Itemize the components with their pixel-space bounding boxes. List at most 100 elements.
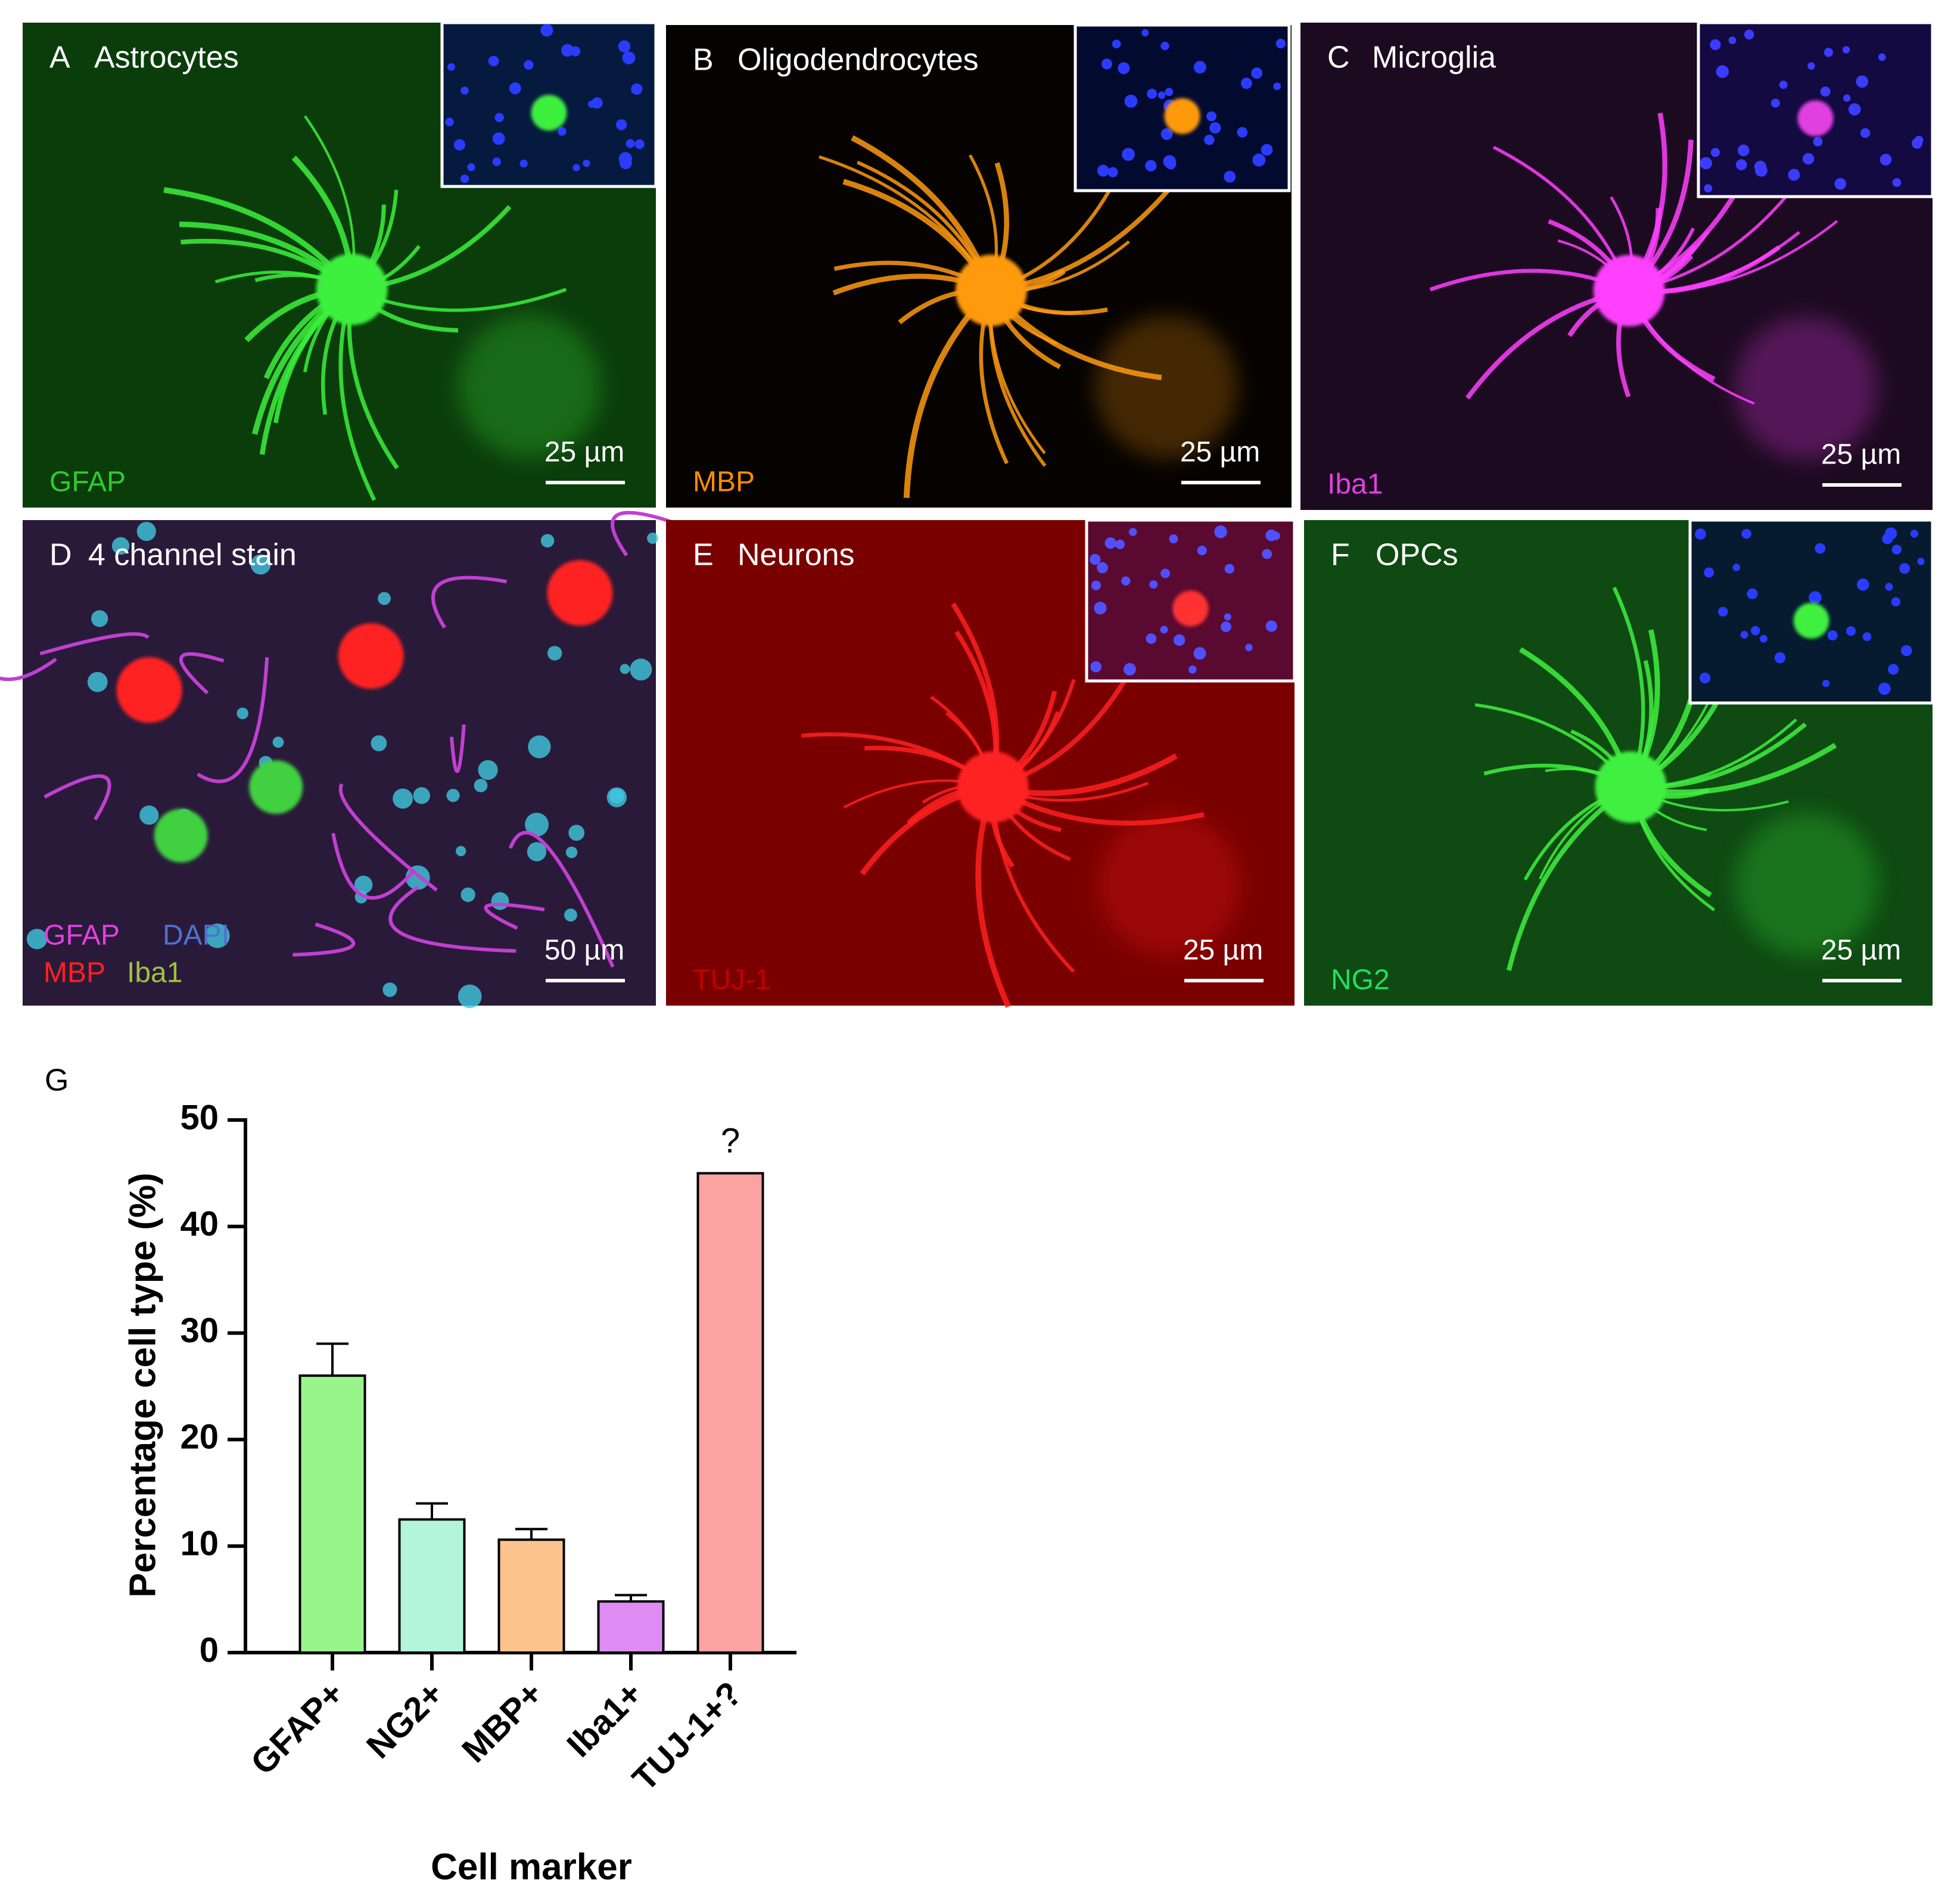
inset-nucleus	[583, 159, 590, 167]
process	[43, 774, 111, 821]
glow	[458, 315, 601, 458]
process	[39, 632, 150, 656]
cell-body	[316, 253, 388, 325]
nucleus	[87, 671, 108, 692]
y-tick-label: 50	[180, 1098, 219, 1137]
inset-nucleus	[1718, 606, 1728, 617]
inset-nucleus	[1160, 128, 1173, 141]
process	[331, 833, 416, 900]
stain-label: NG2	[1331, 965, 1390, 996]
bar	[497, 1538, 565, 1654]
inset-cell	[531, 95, 567, 131]
inset-nucleus	[1917, 558, 1925, 565]
panel-title: Microglia	[1372, 41, 1496, 75]
inset-nucleus	[1165, 158, 1177, 170]
x-tick-label: NG2+	[359, 1674, 451, 1766]
inset-nucleus	[1224, 613, 1231, 621]
cell-body	[1593, 254, 1665, 326]
inset-nucleus	[1770, 98, 1780, 108]
panel-letter: D	[49, 538, 72, 573]
stain-label: TUJ-1	[693, 965, 771, 996]
panel-letter: A	[49, 41, 70, 75]
inset-nucleus	[1716, 65, 1729, 78]
inset-nucleus	[561, 43, 574, 57]
stain-label: DAPI	[163, 920, 229, 951]
panel-letter: F	[1331, 538, 1350, 573]
inset-nucleus	[1197, 545, 1207, 556]
nucleus	[620, 664, 630, 674]
nucleus	[446, 789, 460, 802]
inset-nucleus	[1240, 77, 1252, 89]
glow	[1734, 316, 1878, 460]
inset-nucleus	[524, 60, 534, 70]
inset-nucleus	[1169, 534, 1178, 544]
inset-nucleus	[1878, 682, 1891, 695]
micrograph: C Microglia Iba1 25 µm	[1300, 21, 1934, 510]
stain-label: MBP	[43, 957, 105, 989]
nucleus	[540, 534, 555, 547]
scale-bar-label: 25 µm	[544, 437, 624, 468]
inset-nucleus	[1090, 553, 1101, 565]
nucleus	[528, 735, 551, 758]
cell-body	[154, 808, 208, 863]
stain-label: Iba1	[1327, 469, 1383, 500]
inset-nucleus	[1741, 528, 1751, 539]
inset-nucleus	[1848, 103, 1861, 116]
inset-nucleus	[1188, 665, 1197, 674]
inset-nucleus	[492, 132, 505, 145]
inset-nucleus	[1261, 144, 1273, 156]
inset-nucleus	[1118, 62, 1130, 74]
inset-nucleus	[631, 83, 643, 95]
inset-nucleus	[1744, 29, 1754, 40]
inset-nucleus	[1157, 91, 1166, 99]
nucleus	[527, 842, 547, 861]
inset-nucleus	[1728, 36, 1737, 45]
nucleus	[272, 736, 284, 748]
inset-nucleus	[1094, 602, 1107, 615]
inset-nucleus	[1891, 597, 1901, 606]
stain-label: GFAP	[49, 466, 126, 498]
inset-nucleus	[1856, 75, 1869, 88]
process	[508, 830, 615, 968]
inset-nucleus	[1097, 562, 1108, 574]
inset-nucleus	[1827, 630, 1838, 641]
glow	[1735, 813, 1878, 956]
inset-nucleus	[622, 51, 636, 65]
inset-nucleus	[1900, 645, 1912, 657]
micrograph: E Neurons TUJ-1 25 µm	[666, 518, 1296, 1009]
inset-nucleus	[1251, 67, 1263, 79]
y-tick-label: 30	[180, 1311, 219, 1350]
inset-cell	[1793, 602, 1829, 639]
inset-nucleus	[1843, 94, 1851, 102]
y-tick-label: 20	[180, 1418, 219, 1457]
stain-label: MBP	[693, 466, 755, 498]
inset-nucleus	[1899, 563, 1910, 574]
inset-nucleus	[618, 40, 631, 52]
nucleus	[460, 887, 475, 903]
inset-nucleus	[1862, 632, 1872, 641]
nucleus	[568, 825, 585, 841]
inset-nucleus	[1842, 46, 1850, 54]
inset-nucleus	[1224, 564, 1234, 574]
nucleus	[491, 892, 509, 910]
inset-nucleus	[1097, 164, 1109, 177]
inset-nucleus	[618, 152, 632, 166]
process	[338, 783, 438, 892]
x-tick-label: MBP+	[455, 1674, 550, 1770]
nucleus	[565, 847, 578, 858]
inset-nucleus	[1747, 588, 1758, 599]
nucleus	[371, 735, 387, 752]
inset-nucleus	[1860, 128, 1871, 138]
inset-nucleus	[1224, 170, 1236, 183]
inset-nucleus	[1252, 153, 1266, 167]
inset-nucleus	[1695, 528, 1706, 540]
panel-letter: G	[45, 1063, 69, 1098]
inset-nucleus	[1112, 39, 1121, 49]
inset-nucleus	[1809, 591, 1822, 604]
inset-nucleus	[1740, 631, 1748, 639]
panel-title: Oligodendrocytes	[738, 43, 979, 77]
inset-nucleus	[1813, 136, 1823, 147]
inset-nucleus	[1755, 164, 1768, 177]
inset-nucleus	[447, 63, 455, 71]
cell-body	[956, 254, 1027, 326]
